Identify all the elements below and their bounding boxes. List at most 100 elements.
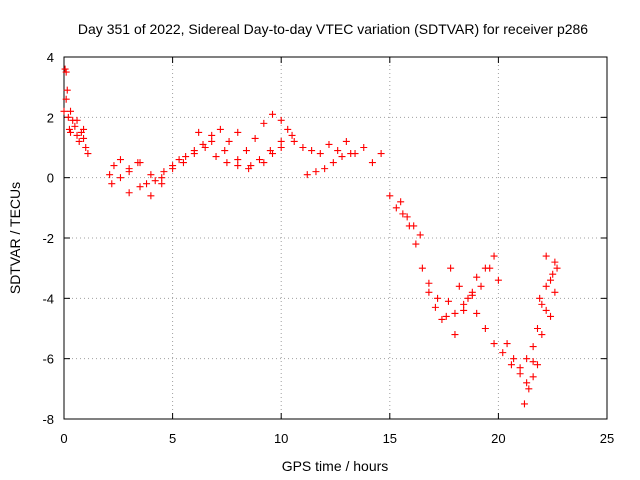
data-point: [221, 147, 229, 155]
data-point: [136, 183, 144, 191]
x-tick-label: 5: [169, 431, 176, 446]
data-point: [82, 144, 90, 151]
data-point: [516, 364, 524, 372]
data-point: [377, 150, 385, 158]
data-point: [403, 213, 411, 221]
data-point: [425, 279, 433, 287]
y-tick-label: 0: [47, 171, 54, 186]
data-point: [516, 370, 524, 378]
data-point: [399, 210, 407, 218]
data-point: [110, 162, 118, 170]
data-point: [260, 119, 268, 127]
data-point: [347, 150, 355, 158]
data-point: [84, 150, 92, 158]
data-point: [288, 131, 296, 139]
data-point: [201, 144, 209, 151]
data-point: [147, 171, 155, 179]
data-point: [125, 189, 133, 197]
data-point: [179, 159, 187, 167]
data-point: [175, 156, 183, 164]
data-point: [116, 174, 124, 182]
data-point: [451, 309, 459, 317]
data-point: [342, 137, 350, 145]
data-point: [464, 294, 472, 302]
y-tick-label: -6: [42, 352, 54, 367]
data-point: [303, 171, 311, 179]
data-point: [308, 147, 316, 155]
data-point: [499, 349, 507, 357]
data-point: [455, 282, 463, 290]
data-point: [234, 128, 242, 136]
data-point: [242, 147, 250, 155]
data-point: [549, 270, 557, 278]
data-point: [547, 312, 555, 320]
data-point: [277, 144, 285, 151]
y-axis-label: SDTVAR / TECUs: [7, 182, 23, 294]
data-point: [290, 137, 298, 145]
data-point: [444, 297, 452, 305]
data-point: [251, 134, 259, 142]
data-point: [533, 325, 541, 332]
data-point: [551, 258, 559, 266]
data-point: [63, 86, 71, 94]
data-point: [61, 65, 69, 73]
data-point: [490, 252, 498, 260]
data-point: [529, 343, 537, 351]
data-point: [234, 156, 242, 164]
data-point: [247, 162, 255, 170]
data-point: [418, 264, 426, 272]
data-point: [223, 159, 231, 167]
data-point: [551, 288, 559, 296]
data-point: [494, 276, 502, 284]
data-point: [67, 107, 75, 115]
data-point: [255, 156, 263, 164]
data-point: [477, 282, 485, 290]
grid-lines: [64, 57, 607, 419]
data-point: [60, 107, 68, 115]
plot-frame: [63, 56, 608, 420]
x-tick-label: 10: [274, 431, 288, 446]
data-point: [151, 177, 159, 185]
data-point: [533, 361, 541, 369]
data-point: [507, 361, 515, 369]
data-point: [523, 355, 531, 363]
data-point: [65, 125, 73, 133]
y-tick-label: 4: [47, 50, 54, 65]
data-point: [410, 222, 418, 230]
data-point: [434, 294, 442, 302]
x-tick-label: 0: [60, 431, 67, 446]
data-point: [360, 144, 368, 151]
data-point: [520, 400, 528, 408]
y-tick-label: -4: [42, 291, 54, 306]
data-point: [447, 264, 455, 272]
data-point: [329, 159, 337, 167]
data-point: [71, 122, 79, 130]
data-point: [269, 110, 277, 118]
data-point: [334, 147, 342, 155]
data-point: [431, 303, 439, 311]
data-point: [538, 300, 546, 308]
x-tick-label: 15: [383, 431, 397, 446]
data-point: [284, 125, 292, 133]
data-point: [451, 331, 459, 339]
data-point: [67, 128, 75, 136]
data-point: [468, 288, 476, 296]
data-point: [195, 128, 203, 136]
data-point: [392, 204, 400, 212]
y-tick-label: -2: [42, 231, 54, 246]
data-point: [338, 153, 346, 161]
data-point: [523, 379, 531, 387]
data-point: [277, 137, 285, 145]
data-point: [438, 315, 446, 323]
data-point: [73, 131, 81, 139]
x-axis-label: GPS time / hours: [282, 458, 389, 474]
data-point: [158, 174, 166, 182]
data-point: [412, 240, 420, 248]
data-point: [481, 264, 489, 272]
data-point: [216, 125, 224, 133]
y-tick-label: 2: [47, 110, 54, 125]
data-point: [75, 137, 83, 145]
data-point: [490, 340, 498, 348]
